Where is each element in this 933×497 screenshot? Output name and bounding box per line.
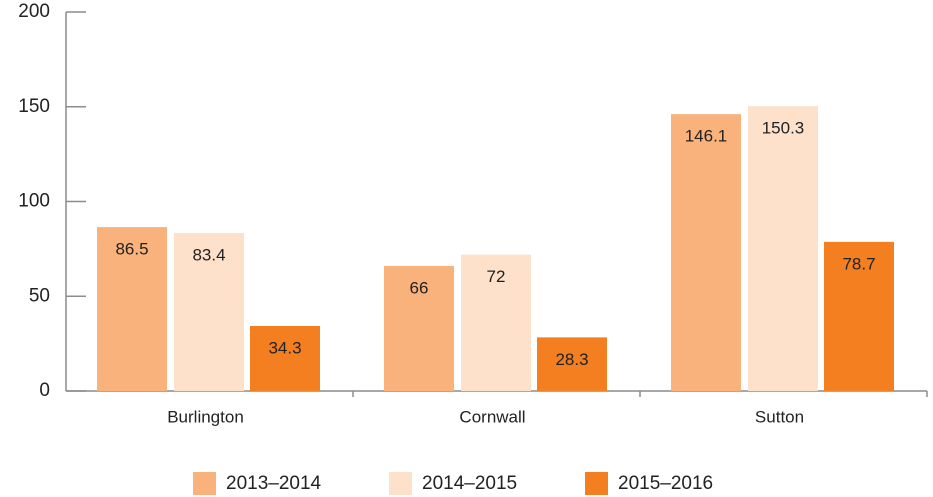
legend-label: 2014–2015 [422, 473, 517, 494]
value-label: 78.7 [842, 254, 875, 273]
bar [97, 227, 167, 391]
bar [537, 337, 607, 391]
y-tick-label: 100 [18, 191, 50, 212]
bar [174, 232, 244, 391]
bar [384, 265, 454, 391]
bar [748, 106, 818, 391]
value-label: 72 [487, 267, 506, 286]
x-tick-label: Burlington [167, 407, 244, 426]
bar [824, 241, 894, 391]
value-label: 66 [410, 278, 429, 297]
y-tick-label: 50 [29, 285, 50, 306]
x-tick-label: Sutton [755, 407, 804, 426]
legend-swatch [585, 472, 608, 495]
legend-label: 2013–2014 [226, 473, 322, 494]
legend-label: 2015–2016 [618, 473, 713, 494]
legend-swatch [193, 472, 216, 495]
value-label: 34.3 [268, 338, 301, 357]
bar [250, 326, 320, 391]
y-tick-label: 0 [39, 380, 50, 401]
bar [671, 114, 741, 391]
value-label: 86.5 [115, 240, 148, 259]
value-label: 146.1 [685, 127, 728, 146]
bar [461, 254, 531, 391]
value-label: 83.4 [192, 245, 225, 264]
value-label: 150.3 [762, 119, 805, 138]
legend-swatch [389, 472, 412, 495]
value-label: 28.3 [555, 350, 588, 369]
y-tick-label: 150 [18, 96, 50, 117]
x-tick-label: Cornwall [459, 407, 525, 426]
y-tick-label: 200 [18, 1, 50, 22]
